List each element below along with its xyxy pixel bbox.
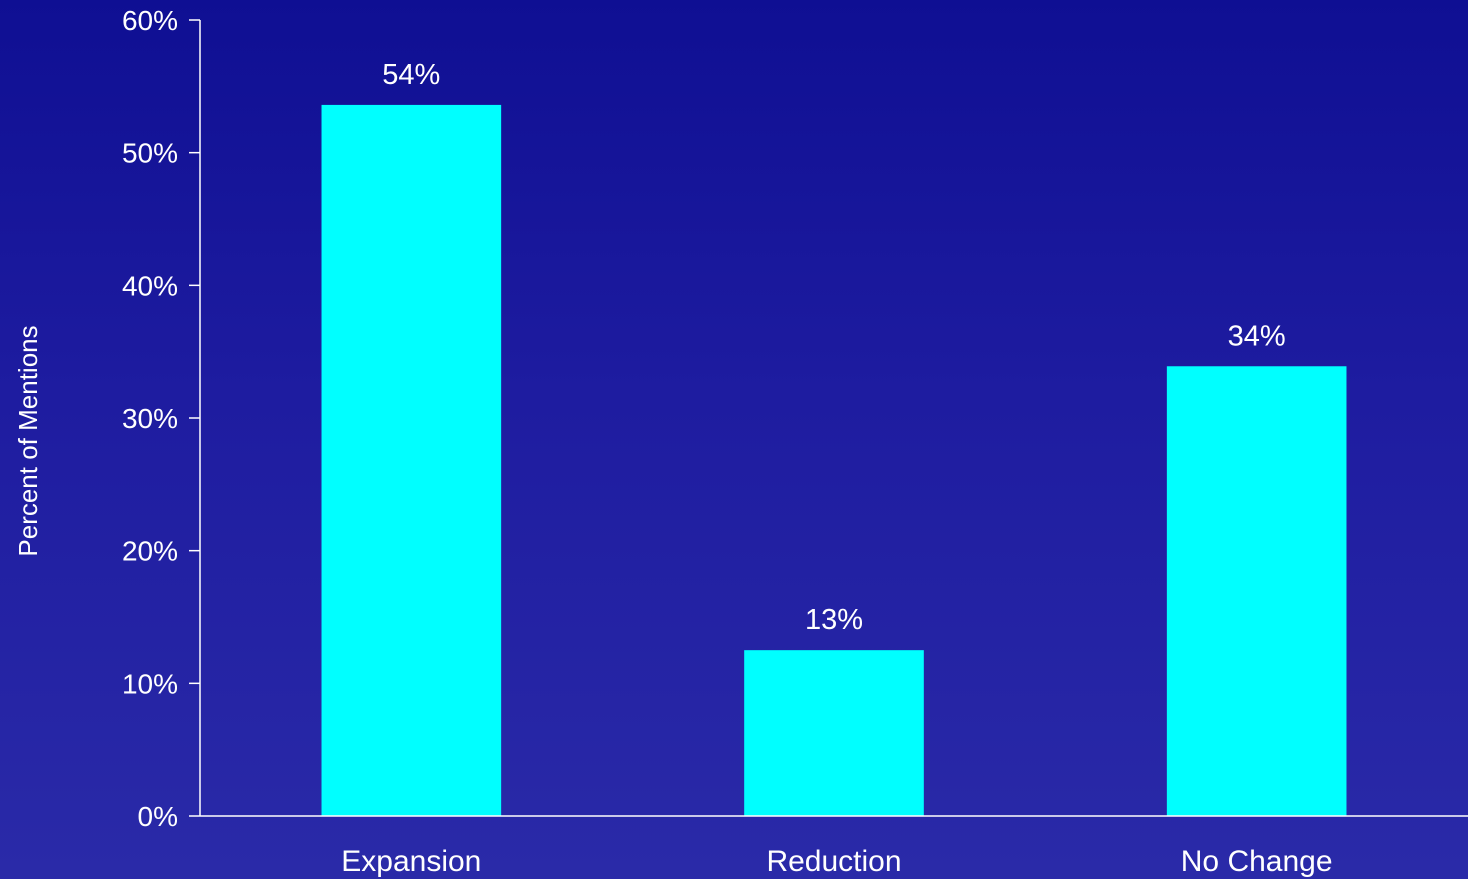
- bar-no-change: [1166, 366, 1347, 816]
- data-labels: 54% 13% 34%: [382, 59, 1285, 636]
- y-axis-label: Percent of Mentions: [13, 325, 43, 556]
- bar-expansion: [321, 104, 502, 816]
- y-tick-label: 60%: [122, 5, 178, 36]
- y-axis-ticks: 0% 10% 20% 30% 40% 50% 60%: [122, 5, 200, 832]
- y-tick-label: 30%: [122, 403, 178, 434]
- y-tick-label: 20%: [122, 536, 178, 567]
- category-labels: Expansion Reduction No Change: [341, 845, 1332, 878]
- data-label: 54%: [382, 59, 440, 91]
- y-tick-label: 10%: [122, 668, 178, 699]
- x-category-label: No Change: [1181, 845, 1333, 878]
- y-tick-label: 50%: [122, 138, 178, 169]
- bar-reduction: [744, 650, 924, 816]
- bars: [321, 104, 1347, 816]
- data-label: 34%: [1228, 320, 1286, 352]
- x-category-label: Reduction: [766, 845, 901, 878]
- y-tick-label: 40%: [122, 270, 178, 301]
- y-tick-label: 0%: [138, 801, 178, 832]
- data-label: 13%: [805, 604, 863, 636]
- x-category-label: Expansion: [341, 845, 481, 878]
